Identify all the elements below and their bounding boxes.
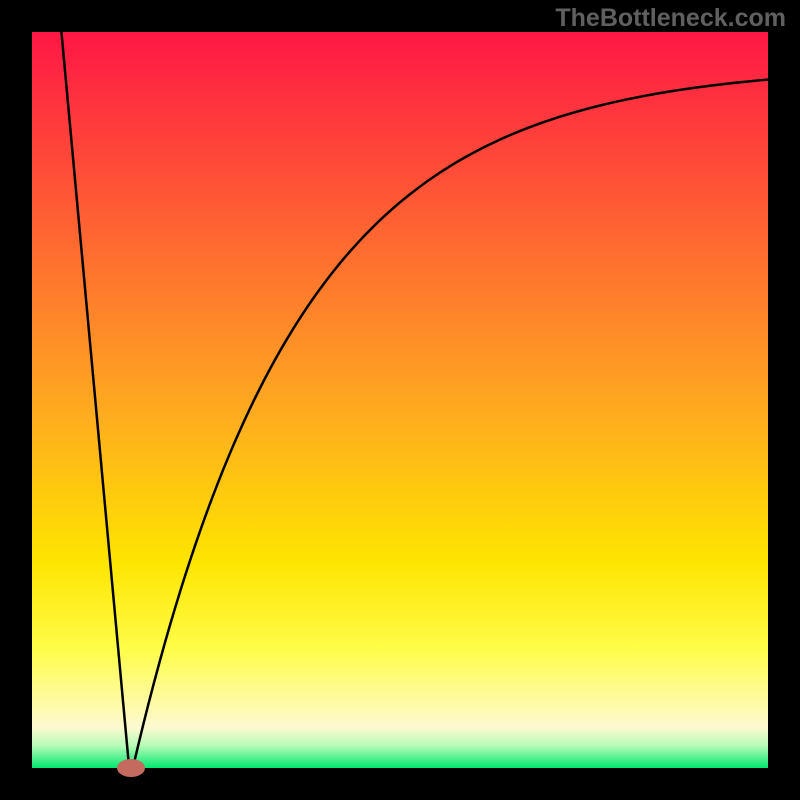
plot-area: [32, 32, 768, 768]
gradient-background: [32, 32, 768, 768]
plot-svg: [32, 32, 768, 768]
chart-container: TheBottleneck.com: [0, 0, 800, 800]
curve-minimum-marker: [117, 759, 145, 777]
watermark-text: TheBottleneck.com: [555, 4, 786, 33]
